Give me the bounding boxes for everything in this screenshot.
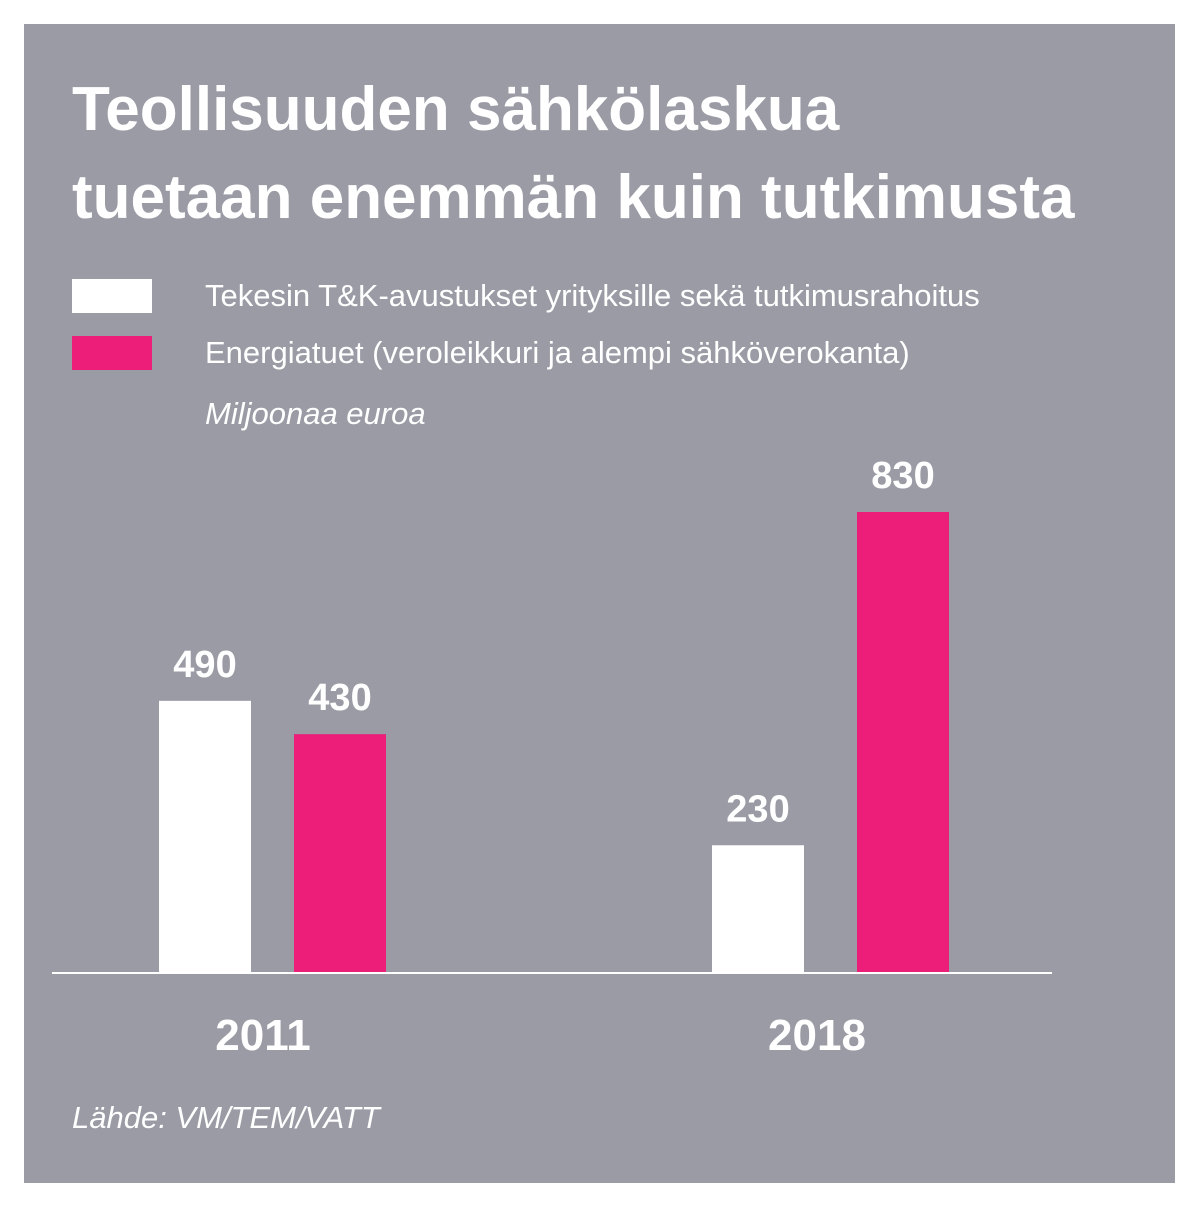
data-label-2018-series-1: 230: [726, 788, 789, 830]
legend-label: Tekesin T&K-avustukset yrityksille sekä …: [205, 278, 980, 313]
data-label-2011-series-1: 490: [173, 644, 236, 686]
chart-title: Teollisuuden sähkölaskua tuetaan enemmän…: [72, 66, 1172, 242]
x-tick-label-2011: 2011: [215, 1011, 310, 1060]
legend-label: Energiatuet (veroleikkuri ja alempi sähk…: [205, 335, 910, 370]
x-tick-label-2018: 2018: [768, 1011, 866, 1060]
legend-swatch-white: [72, 279, 152, 313]
chart-title-line-1: Teollisuuden sähkölaskua: [72, 75, 840, 144]
data-label-2018-series-2: 830: [871, 455, 934, 497]
chart-title-line-2: tuetaan enemmän kuin tutkimusta: [72, 163, 1075, 232]
legend-swatch-pink: [72, 336, 152, 370]
source-note: Lähde: VM/TEM/VATT: [72, 1100, 380, 1135]
bar-2018-series-2: [857, 512, 949, 973]
bar-2011-series-2: [294, 734, 386, 973]
unit-label: Miljoonaa euroa: [205, 396, 426, 431]
bar-2011-series-1: [159, 700, 251, 973]
data-label-2011-series-2: 430: [308, 677, 371, 719]
chart-panel: [24, 24, 1175, 1183]
bar-2018-series-1: [712, 845, 804, 973]
